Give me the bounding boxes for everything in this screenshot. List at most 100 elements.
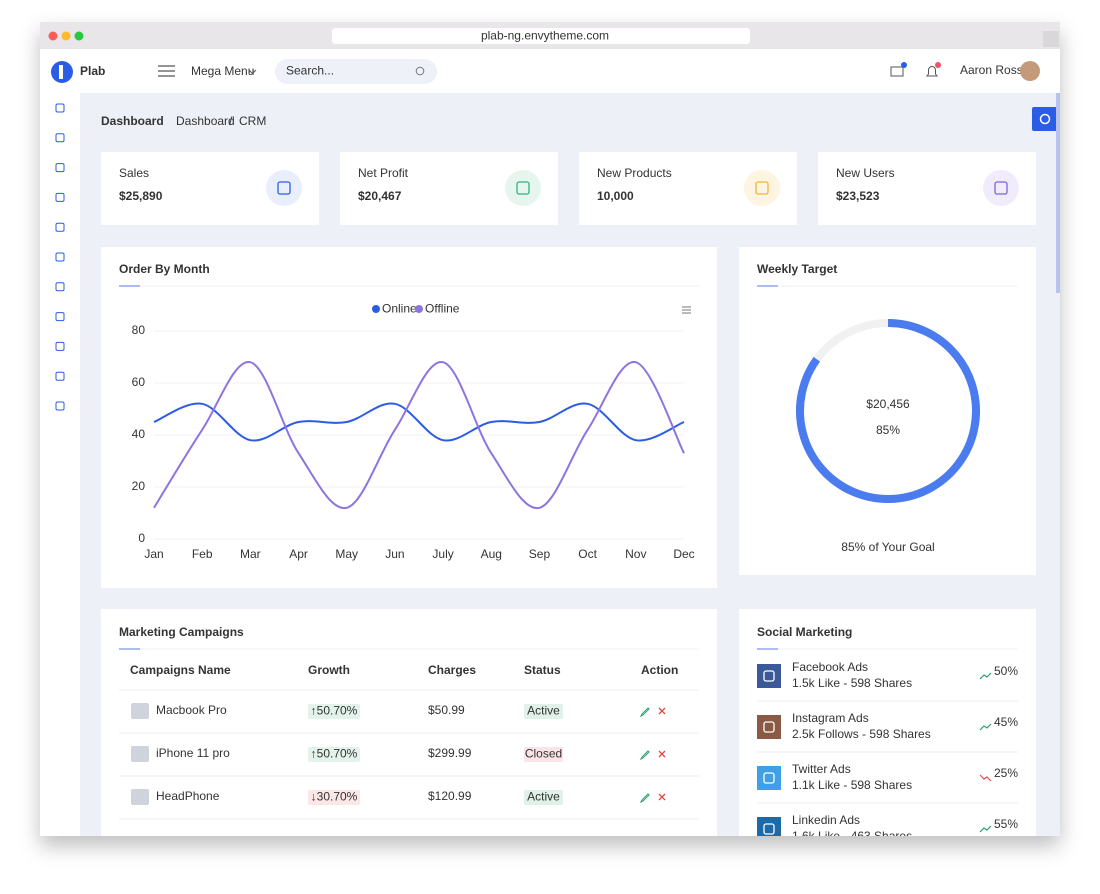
sidebar: [40, 93, 80, 836]
trend-icon: [979, 672, 992, 680]
product-name: HeadPhone: [156, 789, 220, 803]
sidebar-icon[interactable]: [55, 103, 65, 113]
x-tick-label: Nov: [625, 547, 646, 561]
column-header: Growth: [308, 663, 350, 677]
delete-icon[interactable]: [658, 750, 666, 758]
edit-icon[interactable]: [639, 793, 650, 804]
status: Active: [527, 704, 560, 718]
content: Plab Mega Menu Search... Aaron Rossi Das…: [40, 49, 1060, 836]
target-amount: $20,456: [866, 397, 910, 411]
x-tick-label: Mar: [240, 547, 261, 561]
window-content: Plab Mega Menu Search... Aaron Rossi Das…: [40, 49, 1060, 836]
social-change: 55%: [994, 817, 1018, 831]
url-bar[interactable]: [332, 28, 750, 44]
header: [40, 49, 1060, 93]
product-image: [131, 746, 149, 762]
charges: $299.99: [428, 746, 472, 760]
mega-menu[interactable]: Mega Menu: [191, 64, 254, 78]
stat-label: Net Profit: [358, 166, 409, 180]
caret: [248, 69, 257, 75]
search-box[interactable]: [275, 59, 437, 84]
stat-icon-bg: [983, 170, 1019, 206]
x-tick-label: Apr: [289, 547, 308, 561]
settings-button[interactable]: [1032, 107, 1060, 131]
edit-icon[interactable]: [639, 707, 650, 718]
sidebar-icon[interactable]: [55, 192, 65, 202]
status: Closed: [525, 747, 562, 761]
sidebar-icon[interactable]: [55, 282, 65, 292]
social-stats: 1.5k Like - 598 Shares: [792, 676, 912, 690]
minimize-button[interactable]: [61, 31, 71, 41]
x-tick-label: Sep: [529, 547, 551, 561]
user-name[interactable]: Aaron Rossi: [960, 63, 1025, 77]
chart-menu[interactable]: [682, 306, 691, 314]
menu-toggle[interactable]: [158, 65, 175, 77]
delete-icon[interactable]: [658, 793, 666, 801]
settings-icon: [1039, 113, 1051, 125]
sidebar-icon[interactable]: [55, 133, 65, 143]
status: Active: [527, 790, 560, 804]
x-tick-label: May: [335, 547, 358, 561]
page-title: Dashboard: [101, 114, 164, 128]
delete-icon[interactable]: [658, 707, 666, 715]
sidebar-icon[interactable]: [55, 341, 65, 351]
close-button[interactable]: [48, 31, 58, 41]
card-dividers: [119, 285, 1018, 650]
status-pill: [524, 790, 563, 805]
legend-label[interactable]: Offline: [425, 302, 460, 316]
scrollbar: [1056, 93, 1060, 293]
x-tick-label: Feb: [192, 547, 213, 561]
product-image: [131, 789, 149, 805]
stat-value: 10,000: [597, 189, 634, 203]
social-stats: 2.5k Follows - 598 Shares: [792, 727, 931, 741]
avatar[interactable]: [1020, 61, 1040, 81]
zoom-button[interactable]: [74, 31, 84, 41]
line-series: [153, 361, 685, 509]
stat-label: Sales: [119, 166, 149, 180]
target-caption: 85% of Your Goal: [841, 540, 934, 554]
charges: $50.99: [428, 703, 465, 717]
mail-icon[interactable]: [890, 66, 904, 77]
social-name: Twitter Ads: [792, 762, 851, 776]
y-tick-label: 40: [132, 427, 146, 441]
search-icon[interactable]: [415, 66, 425, 76]
edit-icon[interactable]: [639, 750, 650, 761]
legend-marker[interactable]: [415, 305, 423, 313]
sidebar-icon[interactable]: [55, 401, 65, 411]
sidebar-icon[interactable]: [55, 371, 65, 381]
y-tick-label: 80: [132, 323, 146, 337]
x-tick-label: Jan: [144, 547, 163, 561]
legend-marker[interactable]: [372, 305, 380, 313]
sidebar-icon[interactable]: [55, 312, 65, 322]
legend-label[interactable]: Online: [382, 302, 417, 316]
stat-icon-bg: [266, 170, 302, 206]
social-name: Facebook Ads: [792, 660, 868, 674]
growth-pill: [308, 790, 360, 805]
stat-label: New Users: [836, 166, 895, 180]
bell-icon[interactable]: [926, 66, 938, 77]
sidebar-icon[interactable]: [55, 252, 65, 262]
breadcrumb-item: CRM: [239, 114, 266, 128]
sidebar-icon[interactable]: [55, 163, 65, 173]
column-header: Charges: [428, 663, 476, 677]
trend-icon: [979, 723, 992, 731]
breadcrumb-item[interactable]: Dashboard: [176, 114, 235, 128]
logo-text[interactable]: Plab: [80, 64, 105, 78]
social-change: 25%: [994, 766, 1018, 780]
x-tick-label: Jun: [385, 547, 404, 561]
stat-value: $25,890: [119, 189, 163, 203]
social-change: 45%: [994, 715, 1018, 729]
new-tab[interactable]: [1043, 31, 1059, 47]
search-placeholder: Search...: [286, 64, 334, 78]
growth: ↓30.70%: [311, 790, 358, 804]
x-tick-label: Dec: [673, 547, 694, 561]
sidebar-icon[interactable]: [55, 222, 65, 232]
title-underlines: [119, 285, 778, 650]
card-title: Weekly Target: [757, 262, 837, 276]
column-header: Action: [641, 663, 678, 677]
growth: ↑50.70%: [311, 747, 358, 761]
social-glyph: [763, 721, 775, 733]
line-series: [153, 402, 685, 442]
